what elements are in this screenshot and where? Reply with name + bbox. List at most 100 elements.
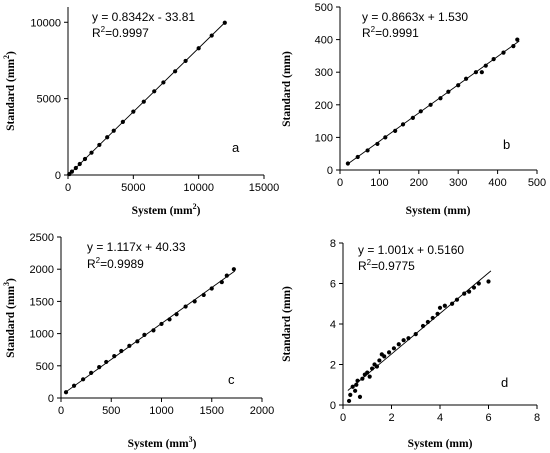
data-point (209, 33, 214, 38)
data-point (345, 161, 350, 166)
x-tick-label: 0 (340, 412, 346, 424)
x-tick-label: 15000 (249, 182, 280, 194)
data-point (374, 364, 380, 369)
data-point (430, 315, 435, 321)
x-tick-label: 1000 (149, 405, 173, 417)
data-point (71, 383, 77, 388)
data-point (442, 303, 447, 308)
data-point (435, 311, 440, 316)
y-tick-label: 8 (330, 238, 336, 250)
y-tick-label: 100 (315, 132, 333, 144)
r-squared: R2=0.9775 (358, 258, 415, 273)
data-point (159, 321, 164, 327)
data-point (357, 394, 363, 399)
chart-panel-b: 0 100 200 300 400 500 0 100 200 300 400 500 y = 0.86… (281, 2, 546, 217)
y-tick-label: 2000 (30, 264, 54, 276)
data-point (462, 291, 467, 296)
data-point (224, 273, 229, 278)
data-point (119, 348, 124, 354)
x-tick-label: 400 (488, 177, 506, 189)
regression-equation: y = 0.8663x + 1.530 (362, 10, 468, 24)
data-point (346, 398, 352, 404)
panel-label: c (228, 372, 235, 387)
data-point (219, 279, 224, 285)
x-tick-label: 300 (449, 177, 467, 189)
y-tick-label: 0 (48, 393, 54, 405)
data-point (383, 135, 388, 140)
x-axis-title: System (mm2) (132, 202, 201, 217)
y-tick-label: 300 (315, 67, 333, 79)
data-point (463, 76, 469, 81)
data-point (231, 267, 236, 272)
data-point (401, 338, 406, 343)
x-tick-label: 0 (65, 182, 71, 194)
y-tick-label: 400 (315, 35, 333, 47)
data-point (196, 46, 201, 51)
panel-label: a (232, 140, 240, 155)
x-tick-label: 0 (58, 405, 64, 417)
panel-label: d (501, 375, 508, 390)
x-tick-label: 8 (534, 412, 540, 424)
x-tick-label: 2 (388, 412, 394, 424)
data-point (456, 83, 461, 88)
data-point (486, 279, 491, 284)
data-point (420, 323, 426, 329)
x-axis-title: System (mm3) (128, 435, 197, 450)
data-point (73, 165, 78, 171)
chart-panel-c: 0 500 1000 1500 2000 0 500 1000 1500 2000 2500 y = … (2, 232, 274, 450)
trendline (65, 270, 236, 393)
regression-equation: y = 0.8342x - 33.81 (92, 10, 195, 24)
r-squared: R2=0.9997 (92, 25, 149, 40)
y-tick-label: 1000 (30, 329, 54, 341)
regression-equation: y = 1.117x + 40.33 (87, 240, 186, 254)
data-point (454, 297, 460, 302)
data-point (141, 99, 146, 104)
data-point (386, 350, 392, 355)
data-point (77, 161, 82, 167)
data-point (396, 342, 401, 347)
data-point (391, 346, 397, 351)
data-point (348, 392, 353, 397)
data-point (425, 319, 430, 325)
data-point (360, 376, 365, 381)
data-point (377, 358, 382, 363)
data-point (471, 285, 477, 290)
data-point (483, 63, 488, 68)
data-point (209, 286, 214, 291)
data-point (375, 141, 380, 147)
data-point (413, 332, 418, 337)
data-point (131, 109, 136, 114)
data-point (418, 109, 423, 114)
y-tick-label: 6 (330, 279, 336, 291)
data-point (222, 20, 227, 25)
y-tick-label: 0 (327, 165, 333, 177)
data-point (135, 339, 140, 344)
y-tick-label: 10000 (30, 17, 61, 29)
data-point (97, 364, 102, 370)
data-point (81, 377, 86, 382)
data-point (152, 89, 157, 94)
data-point (127, 343, 132, 348)
data-point (479, 70, 484, 75)
data-point (515, 37, 520, 42)
data-point (511, 44, 516, 49)
data-point (97, 142, 102, 148)
data-point (142, 332, 147, 337)
data-point (192, 299, 197, 304)
x-tick-label: 10000 (183, 182, 214, 194)
data-point (183, 58, 188, 64)
y-tick-label: 0 (55, 170, 61, 182)
panel-label: b (503, 137, 510, 152)
data-point (370, 366, 375, 371)
y-tick-label: 500 (315, 2, 333, 14)
data-point (438, 96, 443, 101)
y-tick-label: 2 (330, 360, 336, 372)
r-squared: R2=0.9991 (362, 25, 419, 40)
data-point (167, 317, 172, 322)
data-point (491, 57, 496, 62)
x-tick-label: 1500 (200, 405, 224, 417)
data-point (400, 122, 406, 127)
data-point (201, 292, 206, 298)
data-point (161, 80, 166, 85)
